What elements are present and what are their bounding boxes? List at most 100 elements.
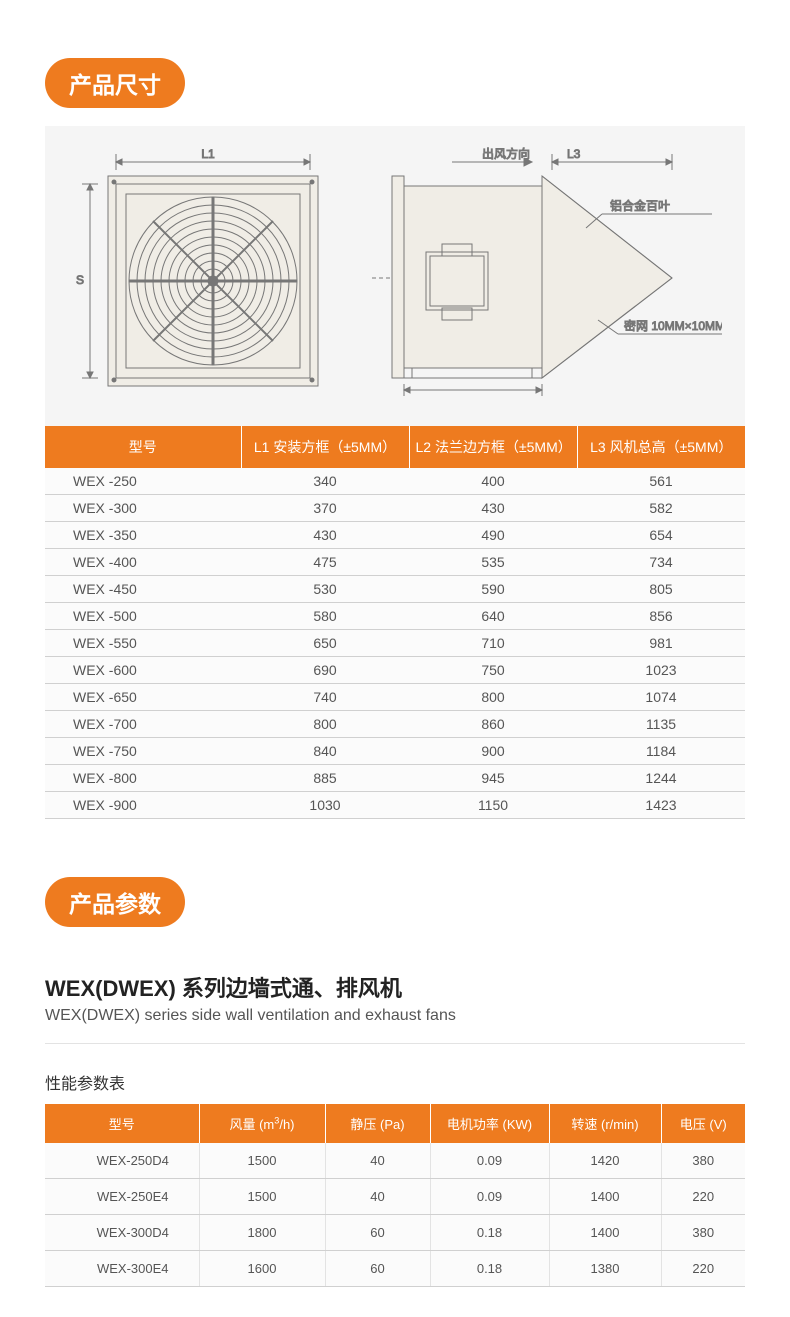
cell: 220 (661, 1251, 745, 1287)
cell: 0.09 (430, 1143, 549, 1179)
cell: 1800 (199, 1215, 325, 1251)
cell: WEX -500 (45, 603, 241, 630)
cell: 856 (577, 603, 745, 630)
param-th: 风量 (m3/h) (199, 1104, 325, 1143)
cell: 885 (241, 765, 409, 792)
table-row: WEX-300E41600600.181380220 (45, 1251, 745, 1287)
cell: 1184 (577, 738, 745, 765)
cell: WEX -800 (45, 765, 241, 792)
param-th: 电压 (V) (661, 1104, 745, 1143)
arrow-label: 出风方向 (482, 146, 530, 161)
cell: 640 (409, 603, 577, 630)
cell: 805 (577, 576, 745, 603)
table-row: WEX -400475535734 (45, 549, 745, 576)
diagram-container: L1 S (45, 126, 745, 426)
cell: 0.18 (430, 1215, 549, 1251)
cell: 582 (577, 495, 745, 522)
cell: 1423 (577, 792, 745, 819)
product-title-en: WEX(DWEX) series side wall ventilation a… (45, 1007, 745, 1044)
param-th: 转速 (r/min) (549, 1104, 661, 1143)
cell: 900 (409, 738, 577, 765)
cell: 1030 (241, 792, 409, 819)
cell: WEX -650 (45, 684, 241, 711)
cell: 1244 (577, 765, 745, 792)
diagram-s-label: S (76, 273, 84, 287)
cell: 535 (409, 549, 577, 576)
note-mesh: 密网 10MM×10MM (624, 318, 722, 333)
section-badge-param: 产品参数 (45, 877, 185, 927)
section-badge-size: 产品尺寸 (45, 58, 185, 108)
cell: 0.09 (430, 1179, 549, 1215)
cell: 1420 (549, 1143, 661, 1179)
table-row: WEX -550650710981 (45, 630, 745, 657)
table-row: WEX-250D41500400.091420380 (45, 1143, 745, 1179)
cell: WEX -600 (45, 657, 241, 684)
cell: 60 (325, 1251, 430, 1287)
cell: 400 (409, 468, 577, 495)
cell: WEX -550 (45, 630, 241, 657)
table-row: WEX-300D41800600.181400380 (45, 1215, 745, 1251)
cell: WEX -400 (45, 549, 241, 576)
cell: 1380 (549, 1251, 661, 1287)
cell: 0.18 (430, 1251, 549, 1287)
size-th: L1 安装方框（±5MM） (241, 426, 409, 468)
cell: 380 (661, 1143, 745, 1179)
diagram-side: 出风方向 L3 (372, 144, 722, 404)
cell: 945 (409, 765, 577, 792)
cell: WEX -300 (45, 495, 241, 522)
diagram-front: L1 S (68, 144, 358, 404)
size-th: 型号 (45, 426, 241, 468)
cell: WEX -450 (45, 576, 241, 603)
cell: 40 (325, 1179, 430, 1215)
cell: 650 (241, 630, 409, 657)
cell: 561 (577, 468, 745, 495)
cell: 981 (577, 630, 745, 657)
cell: 1023 (577, 657, 745, 684)
table-row: WEX -450530590805 (45, 576, 745, 603)
cell: 1600 (199, 1251, 325, 1287)
cell: 710 (409, 630, 577, 657)
table-row: WEX -7508409001184 (45, 738, 745, 765)
size-table: 型号L1 安装方框（±5MM）L2 法兰边方框（±5MM）L3 风机总高（±5M… (45, 426, 745, 819)
cell: WEX-300E4 (45, 1251, 199, 1287)
param-th: 静压 (Pa) (325, 1104, 430, 1143)
diagram-l1-label: L1 (201, 147, 215, 161)
table-row: WEX -6507408001074 (45, 684, 745, 711)
note-louver: 铝合金百叶 (610, 198, 670, 213)
table-row: WEX -500580640856 (45, 603, 745, 630)
cell: WEX-250D4 (45, 1143, 199, 1179)
cell: 1400 (549, 1179, 661, 1215)
cell: WEX-250E4 (45, 1179, 199, 1215)
size-th: L2 法兰边方框（±5MM） (409, 426, 577, 468)
product-title-cn: WEX(DWEX) 系列边墙式通、排风机 (45, 971, 745, 1003)
table-row: WEX -900103011501423 (45, 792, 745, 819)
cell: WEX -700 (45, 711, 241, 738)
table-row: WEX -7008008601135 (45, 711, 745, 738)
table-row: WEX -300370430582 (45, 495, 745, 522)
table-row: WEX -250340400561 (45, 468, 745, 495)
cell: 734 (577, 549, 745, 576)
cell: 380 (661, 1215, 745, 1251)
cell: 740 (241, 684, 409, 711)
param-th: 电机功率 (KW) (430, 1104, 549, 1143)
table-row: WEX -6006907501023 (45, 657, 745, 684)
cell: 590 (409, 576, 577, 603)
cell: 430 (409, 495, 577, 522)
cell: 800 (409, 684, 577, 711)
size-th: L3 风机总高（±5MM） (577, 426, 745, 468)
cell: 340 (241, 468, 409, 495)
table-row: WEX-250E41500400.091400220 (45, 1179, 745, 1215)
param-heading: 性能参数表 (45, 1070, 745, 1094)
cell: 60 (325, 1215, 430, 1251)
cell: 654 (577, 522, 745, 549)
cell: 1150 (409, 792, 577, 819)
cell: WEX -350 (45, 522, 241, 549)
cell: 1135 (577, 711, 745, 738)
cell: 220 (661, 1179, 745, 1215)
table-row: WEX -350430490654 (45, 522, 745, 549)
cell: 490 (409, 522, 577, 549)
param-th: 型号 (45, 1104, 199, 1143)
param-table: 型号风量 (m3/h)静压 (Pa)电机功率 (KW)转速 (r/min)电压 … (45, 1104, 745, 1287)
cell: 1074 (577, 684, 745, 711)
cell: WEX-300D4 (45, 1215, 199, 1251)
